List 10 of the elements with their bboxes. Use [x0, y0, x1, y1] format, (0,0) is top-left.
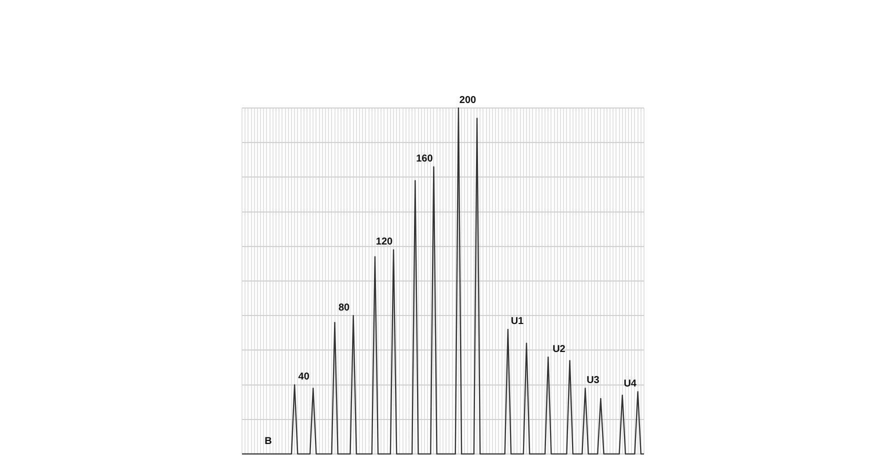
annotation: U3 [586, 375, 600, 386]
annotation: 120 [376, 236, 394, 248]
annotation: 160 [416, 154, 434, 165]
annotation: 40 [298, 372, 310, 383]
annotation: U2 [552, 344, 566, 355]
annotation: U4 [624, 378, 637, 390]
annotation: U1 [510, 316, 524, 328]
text: 200 [459, 94, 477, 106]
annotation: B [264, 436, 272, 447]
annotation: 80 [338, 302, 350, 314]
